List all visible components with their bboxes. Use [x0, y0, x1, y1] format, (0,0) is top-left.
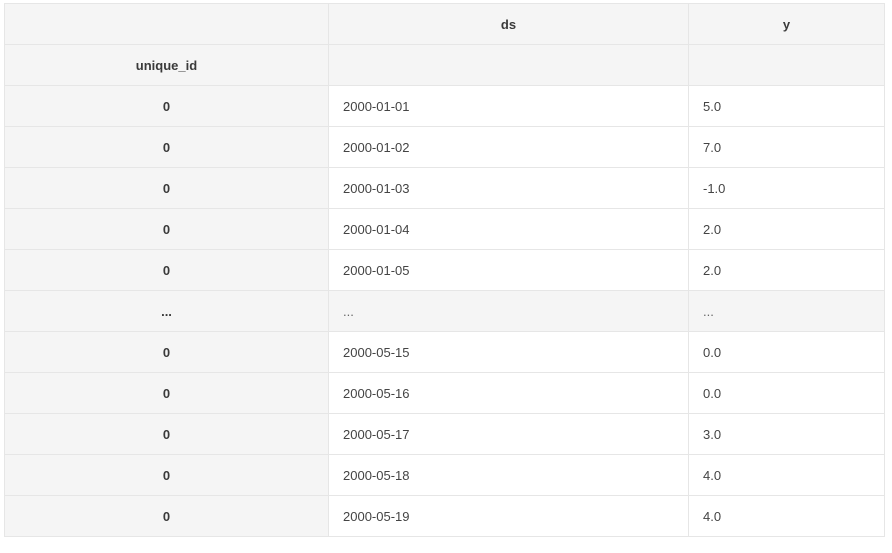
- y-cell: 3.0: [688, 413, 885, 455]
- column-header-ds: ds: [328, 3, 689, 45]
- row-index-cell: 0: [4, 413, 329, 455]
- table-row: 0 2000-01-01 5.0: [4, 85, 885, 127]
- ds-cell: 2000-01-05: [328, 249, 689, 291]
- column-header-y: y: [688, 3, 885, 45]
- table-row: 0 2000-05-15 0.0: [4, 331, 885, 373]
- row-index-cell: 0: [4, 372, 329, 414]
- y-cell: 0.0: [688, 331, 885, 373]
- row-index-cell: 0: [4, 331, 329, 373]
- table-row: 0 2000-01-04 2.0: [4, 208, 885, 250]
- column-header-row: ds y: [4, 3, 885, 45]
- dataframe-container: ds y unique_id 0 2000-01-01 5.0 0 2000-0…: [4, 3, 885, 537]
- ds-cell: 2000-05-19: [328, 495, 689, 537]
- y-cell: 4.0: [688, 495, 885, 537]
- table-row: 0 2000-05-19 4.0: [4, 495, 885, 537]
- ds-cell: 2000-01-01: [328, 85, 689, 127]
- table-row: 0 2000-01-02 7.0: [4, 126, 885, 168]
- ds-cell: 2000-05-16: [328, 372, 689, 414]
- row-index-cell: ...: [4, 290, 329, 332]
- corner-header-cell: [4, 3, 329, 45]
- y-cell: -1.0: [688, 167, 885, 209]
- row-index-cell: 0: [4, 126, 329, 168]
- ds-cell: 2000-05-15: [328, 331, 689, 373]
- y-cell: 2.0: [688, 208, 885, 250]
- row-index-cell: 0: [4, 167, 329, 209]
- empty-header-cell: [328, 44, 689, 86]
- y-cell: 5.0: [688, 85, 885, 127]
- index-name-row: unique_id: [4, 44, 885, 86]
- table-row: 0 2000-01-03 -1.0: [4, 167, 885, 209]
- table-row: 0 2000-05-17 3.0: [4, 413, 885, 455]
- row-index-cell: 0: [4, 249, 329, 291]
- table-row: 0 2000-01-05 2.0: [4, 249, 885, 291]
- row-index-cell: 0: [4, 454, 329, 496]
- ellipsis-row: ... ... ...: [4, 290, 885, 332]
- ds-cell: 2000-01-04: [328, 208, 689, 250]
- empty-header-cell: [688, 44, 885, 86]
- ds-cell: ...: [328, 290, 689, 332]
- row-index-cell: 0: [4, 208, 329, 250]
- y-cell: 4.0: [688, 454, 885, 496]
- ds-cell: 2000-05-17: [328, 413, 689, 455]
- table-row: 0 2000-05-18 4.0: [4, 454, 885, 496]
- y-cell: 7.0: [688, 126, 885, 168]
- y-cell: 2.0: [688, 249, 885, 291]
- ds-cell: 2000-05-18: [328, 454, 689, 496]
- row-index-cell: 0: [4, 495, 329, 537]
- y-cell: ...: [688, 290, 885, 332]
- table-row: 0 2000-05-16 0.0: [4, 372, 885, 414]
- y-cell: 0.0: [688, 372, 885, 414]
- ds-cell: 2000-01-03: [328, 167, 689, 209]
- dataframe-table: ds y unique_id 0 2000-01-01 5.0 0 2000-0…: [4, 3, 885, 537]
- row-index-cell: 0: [4, 85, 329, 127]
- index-name-header: unique_id: [4, 44, 329, 86]
- ds-cell: 2000-01-02: [328, 126, 689, 168]
